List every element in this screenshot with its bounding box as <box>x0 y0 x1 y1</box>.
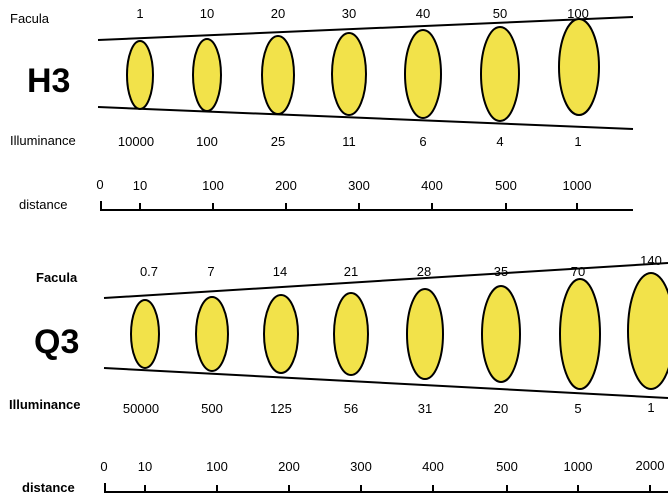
h3-section: Facula 1 10 20 30 40 50 100 H3 Illuminan… <box>10 6 634 212</box>
h3-distance-value: 1000 <box>563 178 592 193</box>
h3-illuminance-value: 4 <box>496 134 503 149</box>
h3-facula-value: 30 <box>342 6 356 21</box>
h3-illuminance-value: 6 <box>419 134 426 149</box>
q3-facula-value: 70 <box>571 264 585 279</box>
h3-facula-value: 20 <box>271 6 285 21</box>
h3-light-spot <box>331 32 367 116</box>
q3-beam-top-edge <box>103 262 668 299</box>
q3-illuminance-value: 56 <box>344 401 358 416</box>
q3-light-spot <box>559 278 601 390</box>
q3-distance-value: 500 <box>496 459 518 474</box>
h3-illuminance-label: Illuminance <box>10 133 76 148</box>
q3-illuminance-value: 5 <box>574 401 581 416</box>
q3-light-spot <box>130 299 160 369</box>
h3-illuminance-value: 11 <box>342 134 356 149</box>
q3-distance-label: distance <box>22 480 75 494</box>
h3-light-spot <box>404 29 442 119</box>
q3-illuminance-value: 50000 <box>123 401 159 416</box>
q3-distance-value: 1000 <box>564 459 593 474</box>
q3-distance-value: 300 <box>350 459 372 474</box>
h3-facula-value: 40 <box>416 6 430 21</box>
h3-beam-top-edge <box>97 16 634 41</box>
q3-distance-value: 200 <box>278 459 300 474</box>
q3-facula-value: 0.7 <box>140 264 158 279</box>
q3-distance-ruler <box>104 483 668 493</box>
h3-distance-zero: 0 <box>96 177 103 192</box>
q3-distance-zero: 0 <box>100 459 107 474</box>
q3-facula-label: Facula <box>36 270 78 285</box>
h3-illuminance-value: 10000 <box>118 134 154 149</box>
h3-distance-value: 500 <box>495 178 517 193</box>
h3-light-spot <box>558 18 600 116</box>
q3-section: Facula 0.7 7 14 21 28 35 70 140 Q3 Illum… <box>9 253 668 494</box>
h3-light-spot <box>126 40 154 110</box>
h3-light-spot <box>192 38 222 112</box>
q3-illuminance-value: 500 <box>201 401 223 416</box>
q3-illuminance-value: 1 <box>647 400 654 415</box>
q3-beam-bottom-edge <box>103 367 668 399</box>
q3-light-spots <box>130 272 668 390</box>
h3-light-spot <box>480 26 520 122</box>
h3-distance-value: 10 <box>133 178 147 193</box>
q3-distance-value: 400 <box>422 459 444 474</box>
q3-light-spot <box>333 292 369 376</box>
h3-distance-value: 100 <box>202 178 224 193</box>
q3-distance-values: 10 100 200 300 400 500 1000 2000 <box>138 458 665 474</box>
q3-illuminance-value: 31 <box>418 401 432 416</box>
q3-light-spot <box>481 285 521 383</box>
q3-facula-value: 21 <box>344 264 358 279</box>
h3-beam-bottom-edge <box>97 106 634 130</box>
h3-distance-value: 200 <box>275 178 297 193</box>
h3-distance-value: 300 <box>348 178 370 193</box>
h3-illuminance-value: 1 <box>574 134 581 149</box>
h3-facula-value: 1 <box>136 6 143 21</box>
q3-facula-value: 35 <box>494 264 508 279</box>
h3-illuminance-value: 25 <box>271 134 285 149</box>
q3-facula-values: 0.7 7 14 21 28 35 70 140 <box>140 253 662 279</box>
q3-illuminance-label: Illuminance <box>9 397 81 412</box>
h3-distance-label: distance <box>19 197 67 212</box>
q3-illuminance-value: 125 <box>270 401 292 416</box>
h3-illuminance-values: 10000 100 25 11 6 4 1 <box>118 134 582 149</box>
h3-facula-label: Facula <box>10 11 50 26</box>
q3-illuminance-values: 50000 500 125 56 31 20 5 1 <box>123 400 655 416</box>
h3-model-label: H3 <box>27 62 70 100</box>
h3-facula-value: 10 <box>200 6 214 21</box>
q3-facula-value: 28 <box>417 264 431 279</box>
q3-facula-value: 140 <box>640 253 662 268</box>
q3-illuminance-value: 20 <box>494 401 508 416</box>
q3-distance-value: 2000 <box>636 458 665 473</box>
h3-facula-values: 1 10 20 30 40 50 100 <box>136 6 588 21</box>
q3-light-spot <box>627 272 668 390</box>
h3-light-spot <box>261 35 295 115</box>
q3-model-label: Q3 <box>34 323 79 361</box>
q3-light-spot <box>263 294 299 374</box>
q3-light-spot <box>406 288 444 380</box>
h3-distance-values: 10 100 200 300 400 500 1000 <box>133 178 592 193</box>
q3-facula-value: 7 <box>207 264 214 279</box>
q3-distance-value: 10 <box>138 459 152 474</box>
q3-light-spot <box>195 296 229 372</box>
q3-facula-value: 14 <box>273 264 287 279</box>
h3-light-spots <box>126 18 600 122</box>
h3-distance-ruler <box>100 201 633 211</box>
q3-distance-value: 100 <box>206 459 228 474</box>
h3-illuminance-value: 100 <box>196 134 218 149</box>
h3-facula-value: 100 <box>567 6 589 21</box>
h3-distance-value: 400 <box>421 178 443 193</box>
h3-facula-value: 50 <box>493 6 507 21</box>
